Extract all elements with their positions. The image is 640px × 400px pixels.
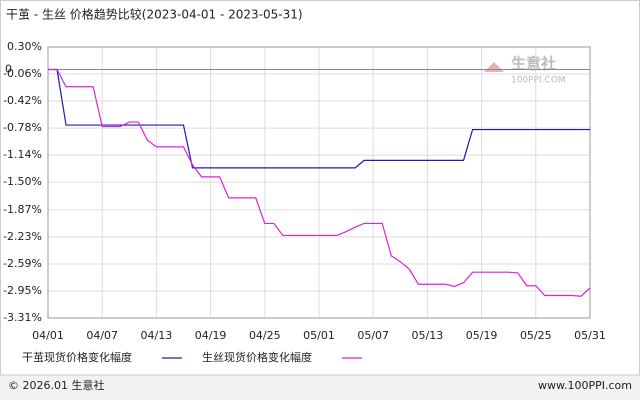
x-tick-label: 05/07 <box>357 329 389 342</box>
legend-label: 生丝现货价格变化幅度 <box>202 350 312 364</box>
x-tick-label: 04/25 <box>249 329 281 342</box>
y-tick-label: -0.42% <box>3 94 42 107</box>
y-tick-label: -0.06% <box>3 67 42 80</box>
x-tick-label: 05/19 <box>466 329 498 342</box>
series-line <box>48 68 591 297</box>
watermark: 生意社 <box>511 55 556 73</box>
y-tick-label: -2.59% <box>3 257 42 270</box>
y-tick-label: -0.78% <box>3 121 42 134</box>
zero-label: 0 <box>5 63 12 76</box>
series-line <box>48 68 590 169</box>
x-tick-label: 05/13 <box>412 329 444 342</box>
watermark-sub: 100PPI.COM <box>511 76 566 86</box>
y-tick-label: -1.87% <box>3 203 42 216</box>
footer-bar <box>0 375 640 400</box>
footer-left: © 2026.01 生意社 <box>8 378 104 392</box>
x-tick-label: 05/31 <box>574 329 606 342</box>
x-tick-label: 04/13 <box>141 329 173 342</box>
x-tick-label: 05/25 <box>520 329 552 342</box>
y-tick-label: -3.31% <box>3 311 42 324</box>
legend-label: 干茧现货价格变化幅度 <box>22 350 132 364</box>
y-tick-label: 0.30% <box>7 40 42 53</box>
y-tick-label: -2.95% <box>3 284 42 297</box>
plot-border <box>47 46 591 319</box>
y-tick-label: -1.50% <box>3 175 42 188</box>
x-tick-label: 04/19 <box>195 329 227 342</box>
x-tick-label: 04/07 <box>86 329 118 342</box>
y-tick-label: -2.23% <box>3 230 42 243</box>
footer-right: www.100PPI.com <box>538 379 632 392</box>
x-tick-label: 04/01 <box>32 329 64 342</box>
chart-title: 干茧 - 生丝 价格趋势比较(2023-04-01 - 2023-05-31) <box>6 7 303 22</box>
x-tick-label: 05/01 <box>303 329 335 342</box>
y-tick-label: -1.14% <box>3 148 42 161</box>
